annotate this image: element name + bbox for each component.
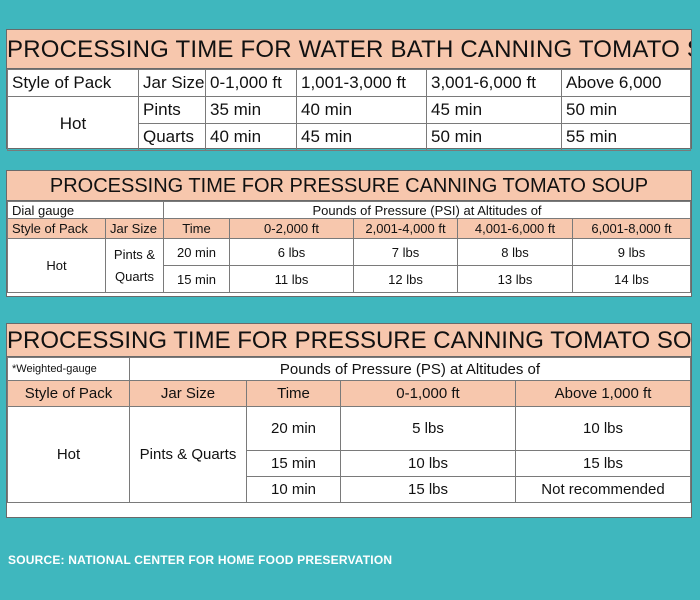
pressure-cell: 10 lbs xyxy=(515,406,691,451)
header-style-of-pack: Style of Pack xyxy=(7,218,106,239)
header-altitude-3: 3,001-6,000 ft xyxy=(426,69,562,97)
pressure-cell: Not recommended xyxy=(515,476,691,503)
table-row: 10 min 15 lbs Not recommended xyxy=(8,476,691,503)
time-cell: 40 min xyxy=(296,96,427,124)
dial-gauge-title: PROCESSING TIME FOR PRESSURE CANNING TOM… xyxy=(7,171,691,201)
pressure-cell: 15 lbs xyxy=(515,450,691,477)
header-time: Time xyxy=(246,380,341,407)
gauge-label: Dial gauge xyxy=(7,201,164,219)
pressure-cell: 8 lbs xyxy=(457,238,573,266)
style-of-pack-cell: Hot xyxy=(7,238,106,293)
header-altitude-1: 0-2,000 ft xyxy=(229,218,354,239)
weighted-gauge-table-panel: PROCESSING TIME FOR PRESSURE CANNING TOM… xyxy=(6,323,692,518)
jar-size-cell: Pints xyxy=(138,96,206,124)
header-jar-size: Jar Size xyxy=(129,380,247,407)
jar-size-cell: Quarts xyxy=(138,123,206,151)
pressure-label: Pounds of Pressure (PSI) at Altitudes of xyxy=(163,201,691,219)
water-bath-table-panel: PROCESSING TIME FOR WATER BATH CANNING T… xyxy=(6,29,692,151)
pressure-label: Pounds of Pressure (PS) at Altitudes of xyxy=(129,357,691,381)
table-row: 15 min 11 lbs 12 lbs 13 lbs 14 lbs xyxy=(8,265,691,293)
jar-size-line-1: Pints & xyxy=(113,246,156,262)
header-altitude-4: Above 6,000 xyxy=(561,69,691,97)
weighted-gauge-table: *Weighted-gauge Pounds of Pressure (PS) … xyxy=(7,357,691,503)
gauge-label: *Weighted-gauge xyxy=(7,357,130,381)
header-altitude-1: 0-1,000 ft xyxy=(205,69,297,97)
header-altitude-2: 2,001-4,000 ft xyxy=(353,218,458,239)
header-altitude-1: 0-1,000 ft xyxy=(340,380,516,407)
time-cell: 45 min xyxy=(426,96,562,124)
pressure-cell: 15 lbs xyxy=(340,476,516,503)
time-cell: 35 min xyxy=(205,96,297,124)
time-cell: 45 min xyxy=(296,123,427,151)
source-caption: SOURCE: NATIONAL CENTER FOR HOME FOOD PR… xyxy=(8,553,393,567)
gauge-row: *Weighted-gauge Pounds of Pressure (PS) … xyxy=(7,357,691,381)
style-of-pack-cell: Hot xyxy=(7,96,139,151)
water-bath-title: PROCESSING TIME FOR WATER BATH CANNING T… xyxy=(7,30,691,69)
time-cell: 20 min xyxy=(163,238,230,266)
gauge-row: Dial gauge Pounds of Pressure (PSI) at A… xyxy=(7,201,691,219)
time-cell: 15 min xyxy=(163,265,230,293)
header-jar-size: Jar Size xyxy=(105,218,164,239)
dial-gauge-table-panel: PROCESSING TIME FOR PRESSURE CANNING TOM… xyxy=(6,170,692,297)
header-altitude-2: 1,001-3,000 ft xyxy=(296,69,427,97)
table-row: Hot Pints & Quarts 20 min 5 lbs 10 lbs xyxy=(7,406,691,503)
style-of-pack-cell: Hot xyxy=(7,406,130,503)
pressure-cell: 13 lbs xyxy=(457,265,573,293)
table-row: Hot Pints 35 min 40 min 45 min 50 min xyxy=(7,96,691,151)
pressure-cell: 14 lbs xyxy=(572,265,691,293)
jar-size-line-2: Quarts xyxy=(114,268,154,284)
table-header-row: Style of Pack Jar Size Time 0-1,000 ft A… xyxy=(7,380,691,407)
pressure-cell: 6 lbs xyxy=(229,238,354,266)
pressure-cell: 11 lbs xyxy=(229,265,354,293)
header-style-of-pack: Style of Pack xyxy=(7,380,130,407)
header-time: Time xyxy=(163,218,230,239)
table-row: 15 min 10 lbs 15 lbs xyxy=(8,450,691,477)
table-row: Hot Pints & Quarts 20 min 6 lbs 7 lbs 8 … xyxy=(7,238,691,293)
header-altitude-3: 4,001-6,000 ft xyxy=(457,218,573,239)
jar-size-cell: Pints & Quarts xyxy=(105,238,164,293)
time-cell: 10 min xyxy=(246,476,341,503)
pressure-cell: 10 lbs xyxy=(340,450,516,477)
water-bath-table: Style of Pack Jar Size 0-1,000 ft 1,001-… xyxy=(7,69,691,151)
header-altitude-2: Above 1,000 ft xyxy=(515,380,691,407)
table-header-row: Style of Pack Jar Size Time 0-2,000 ft 2… xyxy=(7,218,691,239)
dial-gauge-table: Dial gauge Pounds of Pressure (PSI) at A… xyxy=(7,201,691,293)
header-style-of-pack: Style of Pack xyxy=(7,69,139,97)
pressure-cell: 12 lbs xyxy=(353,265,458,293)
time-cell: 20 min xyxy=(246,406,341,451)
pressure-cell: 9 lbs xyxy=(572,238,691,266)
weighted-gauge-title: PROCESSING TIME FOR PRESSURE CANNING TOM… xyxy=(7,324,691,357)
header-altitude-4: 6,001-8,000 ft xyxy=(572,218,691,239)
table-row: Quarts 40 min 45 min 50 min 55 min xyxy=(8,123,691,151)
time-cell: 15 min xyxy=(246,450,341,477)
time-cell: 55 min xyxy=(561,123,691,151)
time-cell: 50 min xyxy=(426,123,562,151)
time-cell: 50 min xyxy=(561,96,691,124)
pressure-cell: 5 lbs xyxy=(340,406,516,451)
jar-size-cell: Pints & Quarts xyxy=(129,406,247,503)
pressure-cell: 7 lbs xyxy=(353,238,458,266)
table-header-row: Style of Pack Jar Size 0-1,000 ft 1,001-… xyxy=(7,69,691,97)
header-jar-size: Jar Size xyxy=(138,69,206,97)
time-cell: 40 min xyxy=(205,123,297,151)
